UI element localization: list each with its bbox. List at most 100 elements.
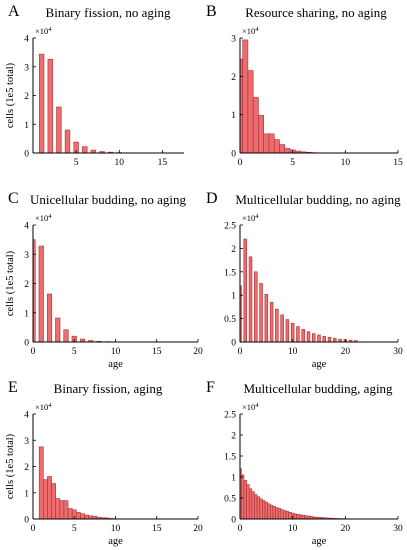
y-tick-label: 0 [231, 516, 236, 526]
multiplier-base: ×10 [35, 402, 48, 412]
panel-label: B [206, 3, 217, 20]
bar-4 [258, 115, 264, 154]
bar-7 [256, 496, 261, 520]
panel-title: Multicellular budding, no aging [235, 192, 401, 207]
x-tick-label: 10 [115, 158, 125, 168]
bar-10 [80, 513, 85, 520]
bar-23 [298, 514, 303, 520]
axis-multiplier: ×104 [242, 213, 259, 223]
x-tick-label: 30 [393, 347, 403, 357]
x-tick-label: 30 [393, 524, 403, 534]
y-tick-label: 0 [231, 339, 236, 349]
multiplier-exponent: 4 [48, 26, 52, 33]
panel-label: F [206, 379, 215, 396]
y-tick-label: 0 [24, 150, 29, 160]
y-tick-label: 2.5 [224, 222, 236, 232]
x-axis-label: age [108, 359, 123, 370]
axis-multiplier: ×104 [35, 213, 52, 223]
panel-title: Binary fission, aging [54, 381, 163, 396]
bar-1 [43, 479, 48, 520]
multiplier-exponent: 4 [48, 402, 52, 409]
x-tick-label: 20 [341, 524, 351, 534]
bar-1 [243, 238, 248, 343]
panel-c: C Unicellular budding, no aging×104012340… [5, 190, 203, 370]
x-tick-label: 0 [31, 524, 36, 534]
panel-label: C [8, 190, 19, 207]
x-axis-label: age [312, 359, 327, 370]
bar-15 [317, 334, 321, 343]
x-tick-label: 20 [193, 524, 203, 534]
y-tick-label: 2 [231, 73, 236, 83]
y-tick-label: 3 [24, 251, 29, 261]
y-tick-label: 1 [24, 309, 29, 319]
bar-2 [46, 293, 53, 343]
x-tick-label: 5 [74, 158, 79, 168]
bar-16 [322, 336, 327, 343]
panel-title: Resource sharing, no aging [245, 5, 387, 20]
bar-0 [38, 446, 44, 520]
panel-title: Multicellular budding, aging [243, 381, 393, 396]
bar-12 [269, 504, 274, 520]
bar-14 [311, 333, 316, 343]
x-axis-label: age [108, 536, 123, 547]
bar-11 [296, 326, 300, 343]
x-tick-label: 10 [111, 347, 121, 357]
x-tick-label: 0 [238, 524, 243, 534]
x-tick-label: 5 [290, 158, 295, 168]
y-tick-label: 1 [231, 474, 236, 484]
y-axis-label: cells (1e5 total) [5, 62, 16, 128]
bar-2 [247, 70, 254, 154]
bar-3 [55, 317, 61, 343]
y-tick-label: 0 [231, 150, 236, 160]
y-tick-label: 1 [231, 111, 236, 121]
bar-2 [47, 476, 52, 520]
y-axis-label: cells (1e5 total) [5, 433, 16, 499]
y-tick-label: 1.5 [224, 453, 236, 463]
bar-6 [254, 494, 258, 520]
bar-18 [333, 337, 337, 343]
bar-9 [285, 319, 290, 343]
bar-9 [284, 148, 291, 154]
bar-14 [275, 507, 279, 520]
y-tick-label: 1 [231, 292, 236, 302]
y-tick-label: 2 [24, 92, 29, 102]
bar-3 [252, 97, 259, 154]
x-tick-label: 15 [158, 158, 168, 168]
bar-1 [242, 39, 249, 154]
bar-0 [38, 53, 45, 154]
multiplier-base: ×10 [242, 213, 255, 223]
bar-10 [264, 501, 268, 520]
bar-13 [306, 331, 311, 343]
y-tick-label: 0.5 [224, 495, 236, 505]
y-tick-label: 2 [231, 432, 236, 442]
multiplier-base: ×10 [35, 26, 48, 36]
bar-6 [269, 301, 274, 343]
y-tick-label: 2.5 [224, 411, 236, 421]
bar-15 [277, 508, 282, 520]
y-tick-label: 2 [231, 245, 236, 255]
bar-4 [55, 498, 61, 520]
bar-17 [283, 510, 287, 520]
y-tick-label: 0.5 [224, 315, 236, 325]
bar-2 [56, 106, 62, 154]
x-tick-label: 15 [152, 347, 162, 357]
bar-1 [38, 245, 44, 343]
panel-title: Binary fission, no aging [46, 5, 171, 20]
axis-multiplier: ×104 [242, 26, 259, 36]
x-tick-label: 0 [238, 347, 243, 357]
bar-6 [63, 500, 69, 520]
bar-12 [301, 329, 305, 343]
bar-4 [259, 283, 263, 343]
bar-22 [296, 514, 300, 520]
bar-5 [263, 133, 270, 154]
axis-multiplier: ×104 [35, 402, 52, 412]
bar-7 [273, 139, 280, 154]
bar-16 [280, 509, 284, 520]
bar-4 [63, 329, 69, 343]
y-tick-label: 1 [24, 121, 29, 131]
bar-3 [64, 129, 71, 154]
multiplier-base: ×10 [242, 26, 255, 36]
